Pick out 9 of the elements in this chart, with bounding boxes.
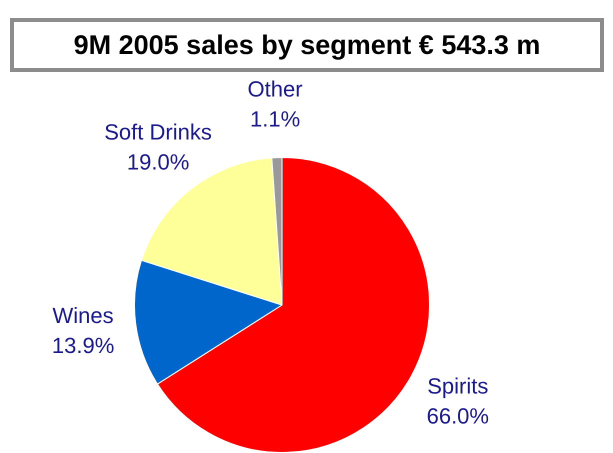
slice-label: Other bbox=[248, 76, 303, 102]
slice-label: Spirits bbox=[427, 374, 488, 399]
data-label: 13.9% bbox=[52, 332, 114, 358]
chart-title: 9M 2005 sales by segment € 543.3 m bbox=[10, 18, 604, 72]
data-label: 1.1% bbox=[250, 106, 300, 132]
slice-label: Soft Drinks bbox=[104, 119, 212, 144]
data-label: 19.0% bbox=[126, 149, 190, 174]
data-label: 66.0% bbox=[426, 404, 489, 429]
slice-label: Wines bbox=[52, 302, 114, 328]
